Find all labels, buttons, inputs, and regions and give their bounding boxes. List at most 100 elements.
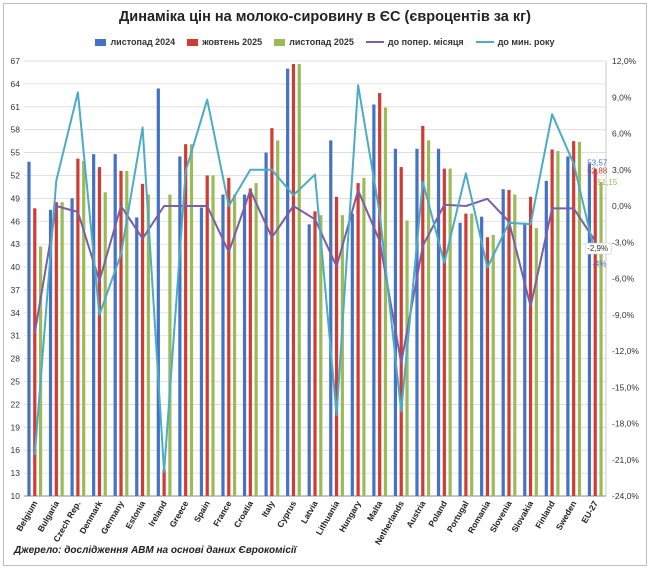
bar-nov2024	[393, 148, 398, 496]
bar-nov2024	[48, 209, 53, 496]
right-tick-label: -6,0%	[612, 274, 635, 284]
bar-oct2025	[119, 170, 123, 497]
bar-nov2025	[168, 194, 172, 497]
bar-oct2025	[593, 168, 597, 497]
bar-nov2024	[156, 88, 160, 496]
legend-label: до мин. року	[497, 37, 555, 47]
right-tick-label: 6,0%	[612, 129, 632, 139]
legend-line-purple	[365, 41, 384, 43]
legend-item-nov2025: листопад 2025	[274, 37, 354, 47]
legend-label: до попер. місяця	[387, 37, 464, 47]
bar-nov2025	[146, 194, 150, 497]
bar-nov2025	[599, 181, 603, 497]
left-tick-label: 13	[11, 468, 21, 478]
bar-nov2025	[82, 160, 86, 496]
left-tick-label: 58	[11, 125, 21, 135]
category-label: Sweden	[554, 499, 579, 532]
bar-nov2024	[199, 207, 204, 497]
bar-nov2024	[242, 194, 247, 497]
category-label: Latvia	[299, 499, 320, 526]
category-label: EU-27	[579, 499, 600, 525]
right-tick-label: 0,0%	[612, 201, 632, 211]
bar-nov2024	[27, 161, 31, 496]
data-label-yoy: -4%	[592, 259, 606, 268]
right-tick-label: 9,0%	[612, 92, 632, 102]
bar-oct2025	[421, 125, 425, 497]
left-tick-label: 19	[11, 422, 21, 432]
legend-swatch-green	[274, 38, 286, 46]
right-tick-label: 3,0%	[612, 165, 632, 175]
bar-nov2024	[135, 217, 139, 496]
right-tick-label: -18,0%	[612, 419, 639, 429]
bar-nov2024	[264, 152, 268, 496]
right-tick-label: -21,0%	[612, 455, 639, 465]
bar-nov2025	[254, 183, 258, 496]
right-tick-label: -15,0%	[612, 382, 639, 392]
data-label-nov2024: 53,57	[587, 158, 608, 167]
bar-oct2025	[97, 167, 102, 496]
bar-oct2025	[76, 158, 80, 496]
bar-oct2025	[162, 469, 166, 496]
left-tick-label: 28	[11, 354, 21, 364]
bar-oct2025	[442, 168, 446, 496]
bar-nov2024	[544, 180, 548, 496]
data-label-mom: -2,9%	[587, 244, 608, 253]
left-tick-label: 67	[11, 56, 21, 66]
bar-nov2025	[319, 215, 323, 496]
bar-oct2025	[528, 196, 533, 496]
bar-oct2025	[356, 183, 360, 496]
bar-nov2024	[523, 222, 527, 496]
bar-nov2025	[556, 151, 560, 497]
bar-nov2024	[350, 213, 354, 496]
right-tick-label: -12,0%	[612, 346, 639, 356]
bar-nov2024	[436, 148, 441, 496]
bar-nov2025	[470, 213, 474, 496]
legend-label: жовтень 2025	[202, 37, 263, 47]
bar-nov2024	[415, 148, 419, 496]
bar-oct2025	[140, 183, 145, 497]
category-label: France	[211, 499, 234, 528]
legend-label: листопад 2025	[289, 37, 354, 47]
category-label: Malta	[365, 499, 385, 523]
bar-nov2025	[534, 228, 538, 496]
legend-item-yoy: до мин. року	[475, 37, 555, 47]
bar-oct2025	[485, 237, 490, 496]
bar-nov2025	[362, 177, 366, 496]
left-tick-label: 52	[11, 170, 21, 180]
left-tick-label: 31	[11, 331, 21, 341]
bar-nov2025	[448, 168, 452, 496]
bar-oct2025	[184, 144, 188, 496]
left-tick-label: 49	[11, 193, 21, 203]
bar-oct2025	[227, 177, 231, 496]
left-tick-label: 10	[11, 491, 21, 501]
bar-oct2025	[270, 128, 274, 496]
data-label-nov2025: 51,15	[597, 178, 618, 187]
bar-nov2024	[221, 194, 225, 497]
bar-nov2025	[340, 215, 344, 496]
right-tick-label: -3,0%	[612, 237, 635, 247]
left-tick-label: 55	[11, 148, 21, 158]
category-label: Croatia	[232, 499, 255, 530]
category-label: Finland	[533, 499, 557, 530]
bar-oct2025	[507, 189, 511, 496]
left-tick-label: 40	[11, 262, 21, 272]
category-label: Estonia	[123, 499, 147, 531]
bar-nov2025	[383, 107, 388, 496]
bar-nov2024	[329, 140, 333, 497]
left-tick-label: 61	[11, 102, 21, 112]
bar-oct2025	[291, 64, 296, 496]
bar-nov2024	[372, 104, 376, 496]
category-label: Cyprus	[275, 499, 298, 530]
chart-title: Динаміка цін на молоко-сировину в ЄС (єв…	[118, 9, 532, 25]
bar-nov2025	[125, 170, 129, 497]
legend-swatch-red	[187, 38, 199, 46]
bar-nov2024	[501, 189, 505, 497]
bar-oct2025	[33, 208, 37, 496]
bar-nov2025	[426, 140, 431, 497]
bar-oct2025	[334, 196, 339, 496]
left-tick-label: 34	[11, 308, 21, 318]
bar-oct2025	[378, 93, 382, 496]
bar-nov2025	[60, 202, 64, 496]
legend-swatch-blue	[95, 38, 107, 46]
